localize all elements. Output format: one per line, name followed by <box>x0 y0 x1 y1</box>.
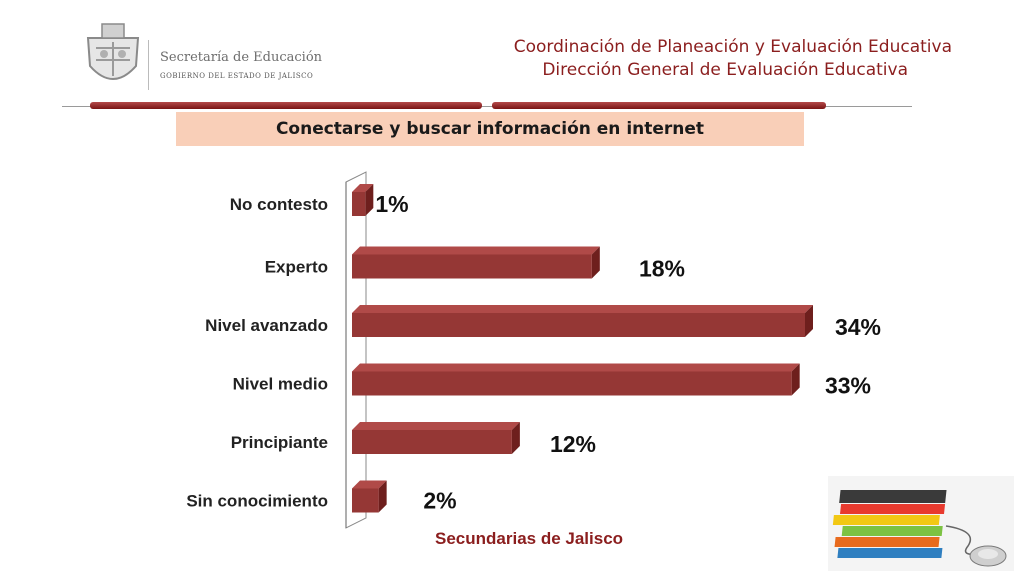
bar <box>352 488 379 513</box>
chart-axis-wall <box>345 171 367 529</box>
data-label: 33% <box>825 373 871 399</box>
chart-title: Conectarse y buscar información en inter… <box>275 119 705 139</box>
header-rule-accent-left <box>90 102 482 109</box>
data-label: 1% <box>375 191 408 217</box>
chart-footer-label: Secundarias de Jalisco <box>435 529 624 548</box>
bar-side-face <box>805 305 813 337</box>
bar <box>352 192 366 216</box>
chart-title-band: Conectarse y buscar información en inter… <box>176 112 804 146</box>
bar-side-face <box>365 184 374 216</box>
bar-top-face <box>352 246 600 255</box>
category-label: Principiante <box>231 433 328 452</box>
government-logo <box>78 20 308 92</box>
bar-side-face <box>791 363 800 396</box>
bar <box>352 371 792 396</box>
header-title-line1: Coordinación de Planeación y Evaluación … <box>513 37 952 57</box>
header-title-line2: Dirección General de Evaluación Educativ… <box>542 60 908 80</box>
bar <box>352 313 805 337</box>
bar-side-face <box>591 246 600 279</box>
category-label: Experto <box>265 258 328 277</box>
data-label: 2% <box>423 488 456 514</box>
bar-top-face <box>352 184 374 192</box>
bar-top-face <box>352 305 813 313</box>
coat-of-arms-icon <box>86 23 140 80</box>
data-label: 34% <box>835 314 881 340</box>
category-label: Nivel avanzado <box>205 316 328 335</box>
bar-top-face <box>352 422 520 430</box>
logo-separator <box>148 40 149 90</box>
header-rule-accent-right <box>492 102 826 109</box>
data-label: 18% <box>639 256 685 282</box>
data-label: 12% <box>550 431 596 457</box>
logo-text-secretaria: Secretaría de Educación <box>160 50 323 65</box>
category-label: No contesto <box>230 195 328 214</box>
bar-side-face <box>511 422 520 454</box>
category-label: Sin conocimiento <box>186 492 328 511</box>
bar <box>352 254 592 279</box>
bar-top-face <box>352 363 800 372</box>
category-label: Nivel medio <box>233 375 328 394</box>
bar-side-face <box>378 480 387 513</box>
header-rule <box>62 106 912 107</box>
bar-top-face <box>352 480 387 489</box>
bar <box>352 430 512 454</box>
books-and-mouse-icon <box>828 476 1014 571</box>
logo-text-gobierno: GOBIERNO DEL ESTADO DE JALISCO <box>160 72 314 80</box>
